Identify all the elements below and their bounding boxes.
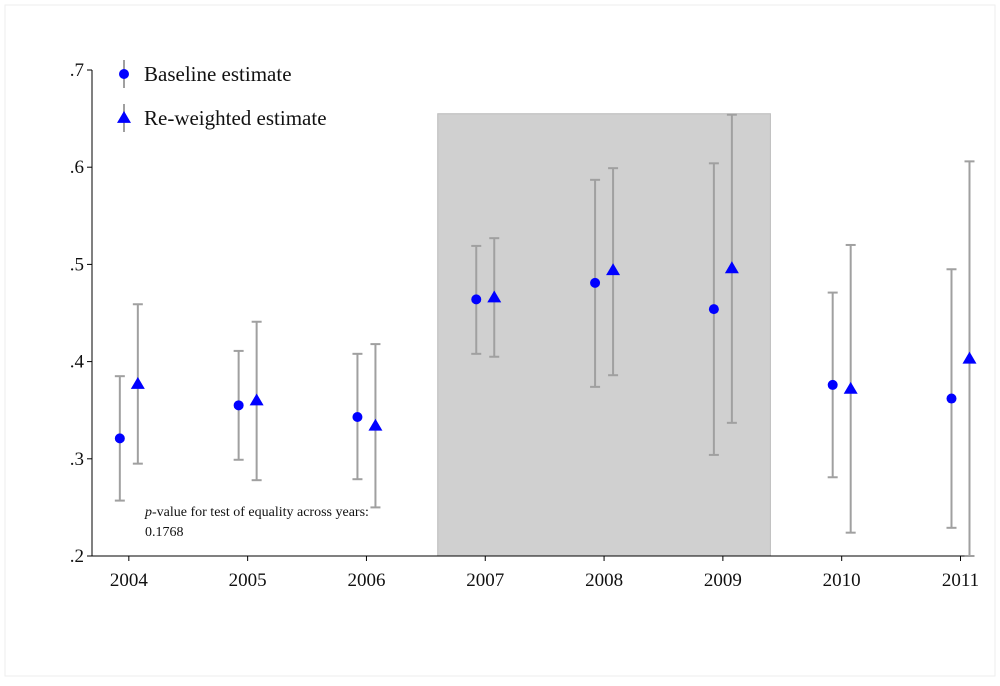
annotation: p-value for test of equality across year…: [144, 505, 369, 520]
x-tick-label: 2008: [585, 570, 623, 591]
x-tick-label: 2011: [942, 570, 979, 591]
legend-label: Re-weighted estimate: [144, 106, 327, 130]
x-tick-label: 2010: [823, 570, 861, 591]
triangle-point: [843, 381, 858, 394]
triangle-point: [724, 261, 739, 274]
triangle-point: [487, 290, 502, 303]
y-tick-label: .7: [70, 60, 84, 81]
legend-label: Baseline estimate: [144, 62, 292, 86]
triangle-point: [117, 111, 131, 123]
x-tick-label: 2009: [704, 570, 742, 591]
circle-point: [471, 294, 482, 305]
plot: .2 .3 .4 .5 .6 .7 2004 2005 2006 2007 2008 2009 2010…: [70, 60, 979, 591]
shaded-region: [437, 113, 771, 557]
x-tick-label: 2007: [466, 570, 504, 591]
y-tick-label: .3: [70, 449, 84, 470]
circle-point: [590, 277, 601, 288]
circle-point: [708, 304, 719, 315]
triangle-point: [606, 263, 621, 276]
circle-point: [119, 69, 129, 79]
x-tick-label: 2004: [110, 570, 149, 591]
x-tick-label: 2005: [229, 570, 267, 591]
x-tick-label: 2006: [347, 570, 385, 591]
y-tick-label: .6: [70, 157, 84, 178]
annotation-italic: p: [144, 505, 152, 520]
triangle-point: [962, 351, 977, 364]
circle-point: [114, 433, 125, 444]
y-tick-label: .5: [70, 254, 84, 275]
y-tick-label: .4: [70, 352, 85, 373]
annotation-text: -value for test of equality across years…: [152, 505, 369, 520]
circle-point: [827, 379, 838, 390]
triangle-point: [249, 393, 264, 406]
circle-point: [946, 393, 957, 404]
annotation-value: 0.1768: [145, 525, 184, 540]
circle-point: [233, 400, 244, 411]
y-tick-label: .2: [70, 546, 84, 567]
triangle-point: [130, 376, 145, 389]
triangle-point: [368, 418, 383, 431]
circle-point: [352, 412, 363, 423]
